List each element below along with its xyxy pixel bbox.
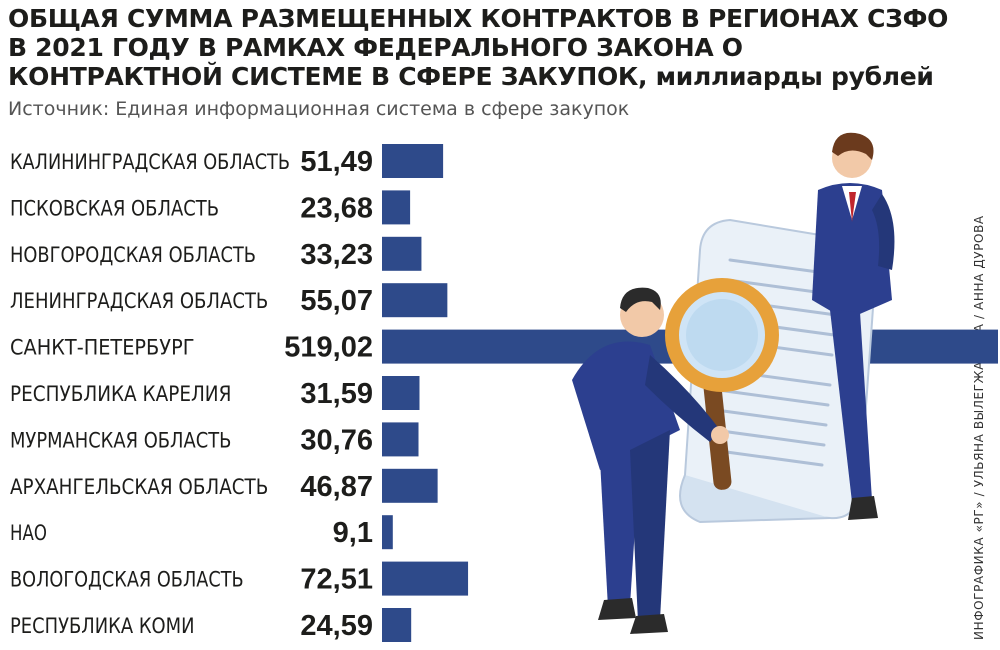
businessman-icon — [572, 287, 729, 634]
data-label: 30,76 — [300, 424, 373, 456]
data-label: 23,68 — [300, 192, 373, 224]
category-label: НОВГОРОДСКАЯ ОБЛАСТЬ — [10, 243, 256, 267]
bar — [382, 422, 419, 457]
magnifying-glass-icon — [665, 278, 779, 490]
data-label: 31,59 — [300, 378, 373, 410]
data-label: 519,02 — [284, 332, 373, 364]
bar — [382, 376, 420, 410]
data-label: 33,23 — [300, 239, 373, 271]
bar — [382, 190, 411, 225]
category-label: РЕСПУБЛИКА КОМИ — [10, 614, 195, 638]
chart-title: ОБЩАЯ СУММА РАЗМЕЩЕННЫХ КОНТРАКТОВ В РЕГ… — [8, 4, 958, 91]
businessmen-illustration — [572, 132, 895, 634]
category-label: АРХАНГЕЛЬСКАЯ ОБЛАСТЬ — [10, 475, 268, 499]
bar — [382, 561, 469, 596]
category-label: МУРМАНСКАЯ ОБЛАСТЬ — [10, 428, 231, 452]
data-label: 46,87 — [300, 471, 373, 503]
category-label: САНКТ-ПЕТЕРБУРГ — [10, 336, 195, 360]
bar — [382, 608, 412, 642]
bar — [382, 283, 448, 318]
bar — [382, 468, 438, 503]
bar — [382, 515, 393, 550]
data-label: 24,59 — [300, 610, 373, 642]
category-label: НАО — [10, 521, 47, 545]
bar-group: КАЛИНИНГРАДСКАЯ ОБЛАСТЬ 51,49 ПСКОВСКАЯ ОБ… — [10, 144, 998, 642]
category-label: РЕСПУБЛИКА КАРЕЛИЯ — [10, 382, 231, 406]
chart-unit: миллиарды рублей — [655, 62, 934, 91]
data-label: 55,07 — [300, 285, 373, 317]
source-note: Источник: Единая информационная система … — [8, 98, 630, 120]
data-label: 72,51 — [300, 564, 373, 596]
category-label: ВОЛОГОДСКАЯ ОБЛАСТЬ — [10, 568, 244, 592]
data-label: 9,1 — [333, 517, 373, 549]
bar — [382, 236, 422, 271]
businessman-icon — [812, 132, 895, 520]
category-label: ЛЕНИНГРАДСКАЯ ОБЛАСТЬ — [10, 289, 268, 313]
bar — [382, 144, 444, 178]
data-label: 51,49 — [300, 146, 373, 178]
chart-title-text: ОБЩАЯ СУММА РАЗМЕЩЕННЫХ КОНТРАКТОВ В РЕГ… — [8, 4, 949, 91]
category-label: КАЛИНИНГРАДСКАЯ ОБЛАСТЬ — [10, 150, 290, 174]
category-label: ПСКОВСКАЯ ОБЛАСТЬ — [10, 196, 219, 220]
